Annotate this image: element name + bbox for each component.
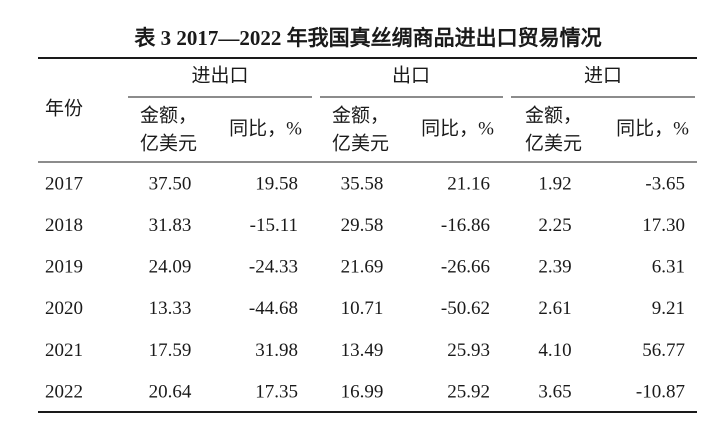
- ratio-cell: -26.66: [441, 257, 490, 278]
- ratio-cell: 17.30: [642, 215, 685, 236]
- amount-cell: 21.69: [341, 257, 384, 278]
- group-header: 进口: [584, 64, 622, 86]
- ratio-cell: -16.86: [441, 215, 490, 236]
- ratio-cell: 21.16: [447, 173, 490, 194]
- amount-cell: 13.49: [341, 340, 384, 361]
- year-cell: 2020: [45, 298, 83, 319]
- ratio-cell: -3.65: [645, 173, 685, 194]
- ratio-cell: 31.98: [255, 340, 298, 361]
- amount-cell: 13.33: [149, 298, 192, 319]
- ratio-cell: 25.92: [447, 381, 490, 402]
- group-header: 出口: [392, 64, 430, 86]
- amount-cell: 2.39: [538, 257, 571, 278]
- ratio-cell: -15.11: [250, 215, 298, 236]
- amount-cell: 37.50: [149, 173, 192, 194]
- amount-cell: 1.92: [538, 173, 571, 194]
- year-header: 年份: [45, 97, 83, 119]
- year-cell: 2021: [45, 340, 83, 361]
- amount-cell: 29.58: [341, 215, 384, 236]
- ratio-header: 同比，%: [616, 117, 689, 139]
- amount-header: 金额，: [525, 104, 582, 126]
- amount-cell: 35.58: [341, 173, 384, 194]
- ratio-cell: -50.62: [441, 298, 490, 319]
- amount-cell: 17.59: [149, 340, 192, 361]
- amount-cell: 24.09: [149, 257, 192, 278]
- ratio-cell: 19.58: [255, 173, 298, 194]
- ratio-cell: -10.87: [636, 381, 685, 402]
- ratio-cell: 17.35: [255, 381, 298, 402]
- group-header: 进出口: [191, 64, 248, 86]
- amount-cell: 10.71: [341, 298, 384, 319]
- year-cell: 2018: [45, 215, 83, 236]
- amount-cell: 31.83: [149, 215, 192, 236]
- ratio-cell: 6.31: [652, 257, 685, 278]
- table-title: 表 3 2017—2022 年我国真丝绸商品进出口贸易情况: [134, 26, 601, 50]
- amount-cell: 2.61: [538, 298, 571, 319]
- ratio-cell: 56.77: [642, 340, 685, 361]
- amount-header: 金额，: [140, 104, 197, 126]
- ratio-header: 同比，%: [421, 117, 494, 139]
- amount-cell: 2.25: [538, 215, 571, 236]
- ratio-cell: 9.21: [652, 298, 685, 319]
- amount-cell: 3.65: [538, 381, 571, 402]
- amount-cell: 20.64: [149, 381, 192, 402]
- amount-header: 金额，: [332, 104, 389, 126]
- ratio-cell: -44.68: [249, 298, 298, 319]
- year-cell: 2022: [45, 381, 83, 402]
- ratio-cell: -24.33: [249, 257, 298, 278]
- amount-header: 亿美元: [332, 132, 389, 154]
- amount-header: 亿美元: [140, 132, 197, 154]
- ratio-cell: 25.93: [447, 340, 490, 361]
- amount-header: 亿美元: [525, 132, 582, 154]
- amount-cell: 16.99: [341, 381, 384, 402]
- year-cell: 2017: [45, 173, 83, 194]
- ratio-header: 同比，%: [229, 117, 302, 139]
- amount-cell: 4.10: [538, 340, 571, 361]
- year-cell: 2019: [45, 257, 83, 278]
